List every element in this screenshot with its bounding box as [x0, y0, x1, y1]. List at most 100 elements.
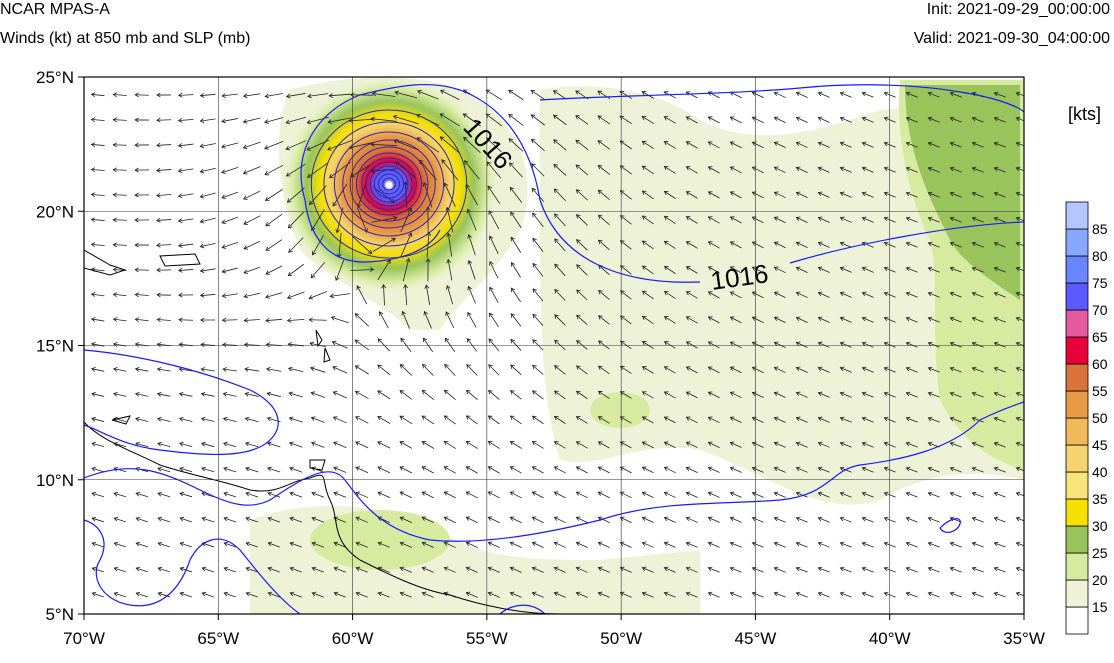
wind-vector-shaft: [708, 191, 720, 199]
wind-vector-shaft: [371, 217, 397, 223]
wind-vector-head: [1015, 166, 1021, 172]
wind-vector-shaft: [221, 216, 239, 224]
wind-vector-head: [465, 441, 471, 446]
wind-vector-shaft: [950, 92, 962, 98]
wind-vector-shaft: [179, 467, 193, 473]
wind-vector-shaft: [202, 592, 214, 598]
wind-vector-head: [465, 516, 471, 521]
wind-vector-head: [817, 466, 823, 472]
colorbar-units: [kts]: [1068, 104, 1102, 124]
wind-vector-head: [751, 366, 757, 371]
wind-vector-head: [619, 391, 625, 396]
wind-vector-head: [905, 166, 911, 172]
wind-vector-shaft: [642, 140, 654, 150]
wind-vector-shaft: [818, 492, 830, 498]
wind-vector-head: [751, 466, 757, 472]
wind-vector-head: [134, 242, 139, 248]
wind-vector-head: [407, 207, 413, 213]
colorbar-swatch: [1065, 579, 1089, 608]
wind-vector-shaft: [180, 592, 192, 598]
wind-vector-shaft: [510, 516, 522, 524]
wind-vector-head: [156, 167, 161, 173]
wind-vector-shaft: [356, 542, 368, 548]
wind-vector-head: [443, 415, 449, 420]
wind-vector-shaft: [289, 517, 303, 523]
wind-vector-head: [575, 214, 581, 219]
wind-vector-shaft: [511, 262, 521, 278]
wind-vector-head: [685, 266, 691, 271]
wind-vector-shaft: [466, 542, 478, 548]
colorbar-swatch: [1065, 336, 1089, 365]
wind-vector-head: [619, 541, 625, 547]
wind-vector-shaft: [1016, 242, 1024, 247]
wind-vector-shaft: [928, 567, 940, 573]
wind-vector-head: [285, 119, 291, 125]
wind-vector-head: [597, 391, 603, 396]
wind-vector-head: [135, 591, 141, 597]
wind-vector-head: [751, 266, 757, 271]
wind-vector-shaft: [201, 368, 215, 372]
wind-vector-shaft: [267, 492, 281, 498]
wind-vector-shaft: [906, 292, 918, 298]
wind-vector-shaft: [156, 244, 172, 246]
wind-vector-shaft: [774, 166, 786, 174]
wind-vector-shaft: [553, 90, 567, 100]
wind-vector-head: [134, 317, 140, 323]
wind-vector-head: [949, 441, 955, 447]
wind-vector-shaft: [355, 492, 369, 498]
wind-vector-head: [531, 591, 537, 597]
wind-vector-shaft: [354, 313, 370, 327]
wind-vector-shaft: [200, 242, 216, 248]
wind-vector-head: [394, 90, 399, 96]
wind-vector-shaft: [422, 542, 434, 548]
wind-vector-shaft: [113, 393, 127, 397]
wind-vector-head: [685, 491, 691, 497]
wind-vector-head: [576, 264, 581, 269]
wind-vector-shaft: [373, 187, 395, 203]
wind-vector-shaft: [708, 567, 720, 573]
wind-vector-head: [883, 591, 889, 597]
wind-vector-head: [377, 541, 383, 547]
wind-vector-shaft: [796, 242, 808, 248]
wind-vector-head: [443, 389, 449, 395]
wind-vector-head: [328, 93, 334, 98]
wind-vector-shaft: [532, 288, 544, 302]
wind-vector-head: [729, 141, 735, 146]
wind-vector-shaft: [246, 542, 258, 548]
wind-vector-shaft: [774, 492, 786, 498]
wind-vector-shaft: [950, 342, 962, 348]
wind-vector-shaft: [906, 392, 918, 398]
wind-vector-shaft: [597, 140, 611, 150]
wind-vector-head: [509, 491, 515, 496]
wind-vector-head: [267, 591, 273, 597]
wind-vector-head: [597, 340, 603, 345]
wind-vector-shaft: [463, 137, 481, 153]
wind-vector-shaft: [620, 290, 632, 300]
wind-vector-shaft: [818, 192, 830, 198]
wind-vector-head: [795, 216, 801, 221]
colorbar-swatch: [1065, 471, 1089, 500]
wind-vector-head: [399, 441, 405, 446]
wind-vector-head: [949, 291, 955, 297]
wind-vector-shaft: [862, 92, 874, 98]
wind-vector-head: [773, 141, 779, 146]
wind-vector-shaft: [950, 317, 962, 323]
wind-vector-head: [795, 491, 801, 497]
wind-vector-head: [839, 491, 845, 497]
wind-vector-head: [949, 141, 955, 147]
wind-vector-shaft: [575, 164, 589, 176]
wind-vector-head: [531, 415, 537, 421]
wind-vector-head: [200, 367, 206, 372]
wind-vector-head: [510, 211, 515, 217]
wind-vector-head: [156, 292, 161, 298]
wind-vector-shaft: [664, 466, 676, 474]
wind-vector-head: [532, 262, 537, 268]
wind-vector-shaft: [796, 367, 808, 373]
wind-vector-head: [221, 219, 227, 225]
wind-vector-shaft: [444, 415, 456, 425]
wind-vector-head: [287, 223, 293, 229]
wind-vector-head: [883, 541, 889, 547]
wind-vector-head: [663, 265, 669, 271]
wind-vector-shaft: [642, 567, 654, 573]
wind-vector-head: [112, 317, 118, 322]
